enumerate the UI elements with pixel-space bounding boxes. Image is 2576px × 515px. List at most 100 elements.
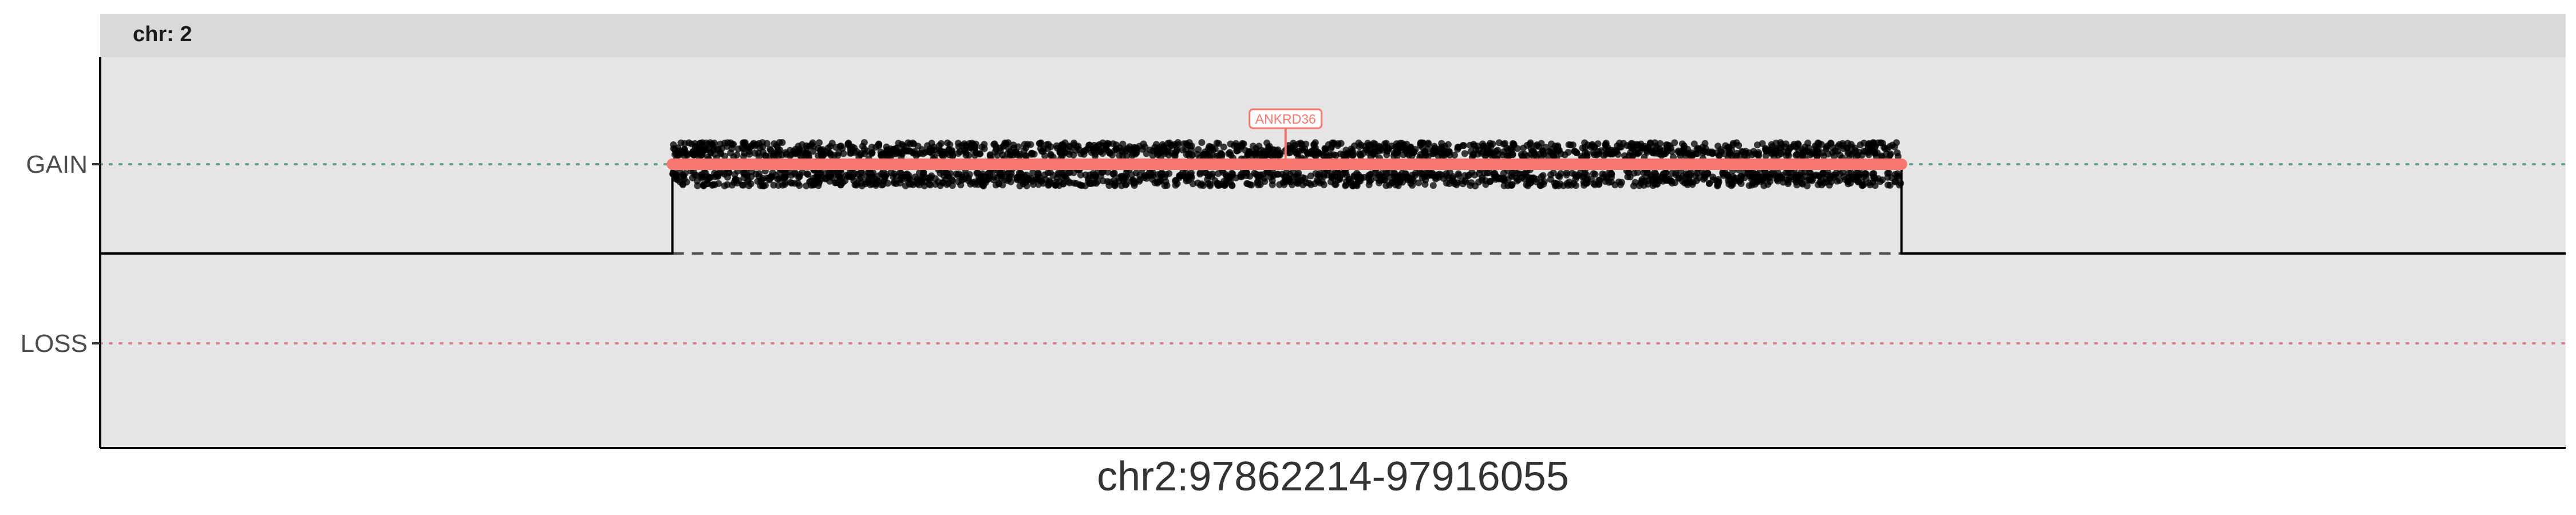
probe-point — [1591, 171, 1599, 178]
probe-point — [1694, 145, 1702, 152]
probe-point — [816, 139, 823, 146]
probe-point — [774, 175, 781, 183]
probe-point — [1792, 173, 1800, 180]
probe-point — [1076, 146, 1083, 153]
probe-point — [1345, 175, 1353, 183]
probe-point — [1540, 150, 1547, 158]
probe-point — [1768, 141, 1775, 148]
probe-point — [997, 147, 1004, 154]
probe-point — [904, 175, 912, 183]
probe-point — [949, 182, 956, 189]
probe-point — [1044, 145, 1052, 152]
probe-point — [1500, 182, 1508, 189]
probe-point — [1879, 176, 1886, 184]
probe-point — [1372, 140, 1379, 148]
probe-point — [1177, 172, 1184, 179]
probe-point — [1464, 172, 1472, 179]
probe-point — [1409, 172, 1416, 179]
probe-point — [834, 179, 841, 187]
probe-point — [745, 182, 753, 189]
probe-point — [1265, 168, 1272, 176]
probe-point — [1310, 141, 1318, 148]
probe-point — [676, 151, 683, 159]
probe-point — [1332, 181, 1340, 188]
probe-point — [1542, 144, 1550, 151]
probe-point — [1153, 178, 1160, 185]
probe-point — [1812, 150, 1819, 157]
probe-point — [781, 181, 788, 188]
probe-point — [1149, 169, 1156, 176]
probe-point — [940, 172, 947, 180]
probe-point — [1041, 171, 1048, 179]
probe-point — [1198, 139, 1206, 146]
probe-point — [1005, 139, 1012, 146]
probe-point — [1130, 177, 1137, 185]
probe-point — [1483, 169, 1491, 177]
probe-point — [1533, 142, 1540, 150]
probe-point — [1583, 180, 1590, 187]
probe-point — [1293, 149, 1300, 157]
probe-point — [1591, 181, 1599, 188]
probe-point — [1458, 177, 1465, 185]
probe-point — [815, 172, 822, 179]
probe-point — [1058, 152, 1066, 160]
probe-point — [1780, 179, 1787, 186]
probe-point — [1602, 141, 1609, 149]
probe-point — [780, 174, 788, 181]
probe-point — [1563, 171, 1570, 179]
probe-point — [1108, 151, 1116, 159]
probe-point — [1116, 152, 1123, 159]
probe-point — [1738, 148, 1745, 155]
probe-point — [1165, 151, 1172, 159]
probe-point — [1320, 181, 1327, 188]
probe-point — [767, 145, 774, 153]
probe-point — [1748, 181, 1756, 189]
probe-point — [1237, 173, 1244, 180]
probe-point — [709, 181, 717, 188]
probe-point — [1220, 182, 1228, 189]
probe-point — [1282, 172, 1289, 180]
probe-point — [1261, 152, 1269, 159]
probe-point — [1724, 171, 1731, 179]
probe-point — [796, 173, 803, 180]
probe-point — [1554, 143, 1561, 150]
probe-point — [1565, 141, 1573, 148]
probe-point — [1322, 145, 1329, 153]
probe-point — [1109, 171, 1117, 178]
probe-point — [1128, 171, 1135, 179]
probe-point — [693, 172, 700, 179]
probe-point — [1638, 142, 1645, 150]
probe-point — [721, 182, 728, 189]
probe-point — [803, 182, 810, 189]
probe-point — [945, 172, 952, 180]
probe-point — [887, 169, 895, 176]
gene-label-text: ANKRD36 — [1255, 112, 1316, 126]
probe-point — [1750, 148, 1757, 155]
probe-point — [1400, 151, 1407, 159]
probe-point — [1774, 177, 1781, 185]
probe-point — [1504, 176, 1512, 184]
probe-point — [1866, 181, 1874, 189]
probe-point — [771, 140, 778, 148]
probe-point — [1394, 148, 1401, 156]
probe-point — [945, 145, 953, 153]
probe-point — [1248, 181, 1255, 189]
probe-point — [1070, 139, 1078, 146]
probe-point — [847, 149, 855, 157]
probe-point — [998, 172, 1005, 180]
probe-point — [1488, 152, 1496, 160]
probe-point — [1194, 179, 1202, 187]
probe-point — [1342, 169, 1349, 176]
probe-point — [1058, 169, 1065, 177]
probe-point — [1460, 142, 1467, 149]
probe-point — [1530, 148, 1538, 156]
probe-point — [1349, 152, 1356, 159]
probe-point — [1846, 149, 1853, 157]
probe-point — [973, 149, 980, 157]
probe-point — [1285, 178, 1293, 185]
probe-point — [1220, 143, 1227, 150]
probe-point — [1304, 149, 1311, 157]
probe-point — [1425, 140, 1432, 146]
probe-point — [1508, 169, 1516, 177]
probe-point — [1030, 150, 1038, 158]
